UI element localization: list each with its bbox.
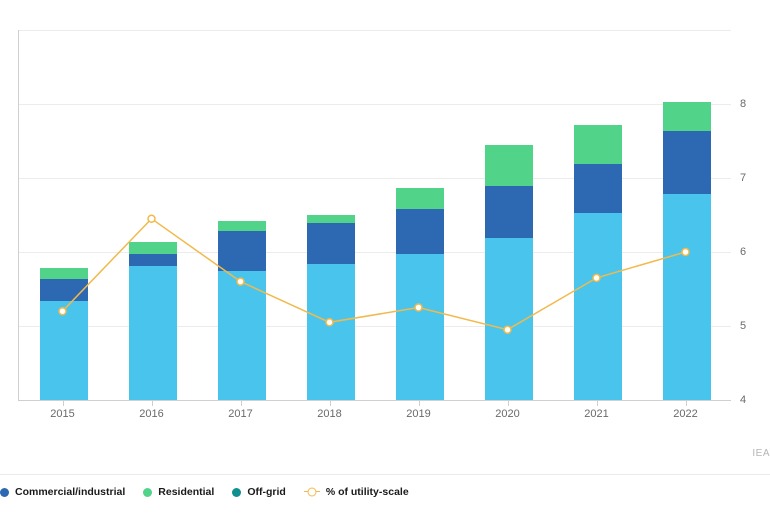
bar-segment-residential [485, 145, 533, 186]
secondary-axis-tick-label: 7 [740, 172, 764, 184]
bar-group [663, 102, 711, 400]
bar-group [40, 268, 88, 400]
legend-label: Off-grid [247, 486, 286, 498]
bar-segment-industrial [485, 186, 533, 237]
x-axis-category-label: 2020 [478, 408, 538, 420]
secondary-axis-tick-label: 4 [740, 394, 764, 406]
bar-group [485, 145, 533, 400]
gridline [19, 178, 731, 179]
bar-group [218, 221, 266, 400]
bar-segment-residential [307, 215, 355, 223]
bar-segment-residential [129, 242, 177, 254]
bar-group [574, 125, 622, 400]
bar-segment-utility [218, 271, 266, 401]
legend-item[interactable]: Commercial/industrial [0, 486, 125, 498]
legend-item[interactable]: % of utility-scale [304, 486, 409, 498]
gridline [19, 252, 731, 253]
x-axis-tick [597, 400, 598, 406]
legend-item[interactable]: Residential [143, 486, 214, 498]
bar-group [129, 242, 177, 400]
bar-segment-utility [40, 301, 88, 400]
x-axis-tick [241, 400, 242, 406]
x-axis-category-label: 2017 [211, 408, 271, 420]
x-axis-tick [63, 400, 64, 406]
x-axis-category-label: 2015 [33, 408, 93, 420]
x-axis-category-label: 2022 [656, 408, 716, 420]
bar-segment-utility [574, 213, 622, 400]
x-axis-tick [330, 400, 331, 406]
bar-segment-utility [485, 238, 533, 400]
bar-segment-utility [663, 194, 711, 400]
chart-container: IEA Commercial/industrial Residential Off-… [0, 0, 770, 513]
legend-swatch [143, 488, 152, 497]
legend-divider [0, 474, 770, 475]
bar-segment-residential [663, 102, 711, 131]
gridline [19, 326, 731, 327]
bar-segment-utility [307, 264, 355, 400]
x-axis-category-label: 2016 [122, 408, 182, 420]
x-axis-category-label: 2019 [389, 408, 449, 420]
x-axis-category-label: 2018 [300, 408, 360, 420]
legend-label: % of utility-scale [326, 486, 409, 498]
legend-label: Residential [158, 486, 214, 498]
x-axis-tick [419, 400, 420, 406]
bar-segment-industrial [663, 131, 711, 195]
x-axis-category-label: 2021 [567, 408, 627, 420]
bar-segment-residential [574, 125, 622, 164]
x-axis-tick [508, 400, 509, 406]
bar-segment-utility [129, 266, 177, 400]
secondary-axis-tick-label: 8 [740, 98, 764, 110]
gridline [19, 30, 731, 31]
legend: Commercial/industrial Residential Off-grid… [0, 486, 409, 498]
bar-segment-industrial [307, 223, 355, 264]
legend-swatch [0, 488, 9, 497]
bar-group [396, 188, 444, 400]
bar-segment-residential [40, 268, 88, 278]
legend-swatch [232, 488, 241, 497]
legend-label: Commercial/industrial [15, 486, 125, 498]
attribution-text: IEA [752, 448, 770, 459]
bar-group [307, 215, 355, 400]
bar-segment-industrial [574, 164, 622, 213]
secondary-axis-tick-label: 5 [740, 320, 764, 332]
bar-segment-industrial [396, 209, 444, 254]
bar-segment-residential [218, 221, 266, 231]
x-axis-tick [686, 400, 687, 406]
secondary-axis-tick-label: 6 [740, 246, 764, 258]
gridline [19, 104, 731, 105]
bar-segment-industrial [129, 254, 177, 266]
bar-segment-utility [396, 254, 444, 400]
bar-segment-industrial [218, 231, 266, 270]
bar-segment-residential [396, 188, 444, 209]
legend-item[interactable]: Off-grid [232, 486, 286, 498]
x-axis-tick [152, 400, 153, 406]
bar-segment-industrial [40, 279, 88, 302]
plot-area [18, 30, 731, 401]
